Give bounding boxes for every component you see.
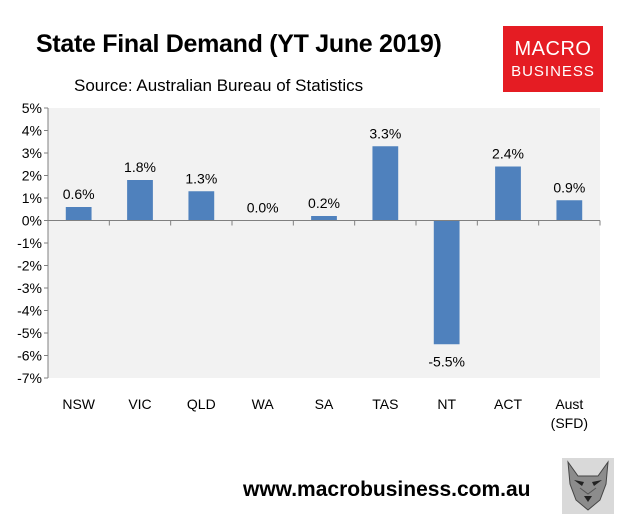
data-label: 0.2% bbox=[308, 195, 340, 211]
bar bbox=[372, 146, 399, 221]
x-tick-label: WA bbox=[252, 396, 275, 412]
x-tick-label: Aust (SFD) bbox=[551, 396, 588, 431]
bar bbox=[188, 191, 215, 221]
data-label: 0.0% bbox=[247, 200, 279, 216]
y-tick-label: -5% bbox=[17, 325, 42, 341]
x-tick-label: ACT bbox=[494, 396, 522, 412]
y-tick-label: 5% bbox=[22, 100, 42, 116]
y-tick-label: -6% bbox=[17, 348, 42, 364]
y-tick-label: 3% bbox=[22, 145, 42, 161]
data-label: 1.3% bbox=[185, 170, 217, 186]
data-label: 0.9% bbox=[553, 179, 585, 195]
bar bbox=[433, 220, 460, 345]
y-tick-label: 0% bbox=[22, 213, 42, 229]
wolf-head-icon bbox=[562, 458, 614, 514]
x-tick-label: TAS bbox=[372, 396, 398, 412]
y-tick-label: -7% bbox=[17, 370, 42, 386]
chart-subtitle: Source: Australian Bureau of Statistics bbox=[74, 76, 364, 95]
x-tick-label: NSW bbox=[62, 396, 95, 412]
y-tick-label: 2% bbox=[22, 168, 42, 184]
y-tick-label: -3% bbox=[17, 280, 42, 296]
bar bbox=[556, 200, 583, 221]
chart-title: State Final Demand (YT June 2019) bbox=[36, 30, 442, 58]
x-tick-label: NT bbox=[437, 396, 456, 412]
data-label: 1.8% bbox=[124, 159, 156, 175]
logo-line-2: BUSINESS bbox=[511, 63, 595, 80]
x-tick-label: SA bbox=[315, 396, 334, 412]
bar bbox=[495, 166, 521, 221]
bar bbox=[311, 216, 337, 221]
logo-line-1: MACRO bbox=[514, 38, 592, 60]
x-tick-label: QLD bbox=[187, 396, 216, 412]
y-tick-label: 1% bbox=[22, 190, 42, 206]
bar bbox=[127, 180, 153, 221]
y-tick-label: -2% bbox=[17, 258, 42, 274]
data-label: 3.3% bbox=[369, 125, 401, 141]
data-label: 0.6% bbox=[63, 186, 95, 202]
y-tick-label: -4% bbox=[17, 303, 42, 319]
data-label: 2.4% bbox=[492, 146, 524, 162]
macrobusiness-logo: MACRO BUSINESS bbox=[503, 26, 603, 92]
data-label: -5.5% bbox=[428, 353, 465, 369]
y-tick-label: 4% bbox=[22, 123, 42, 139]
plot-area bbox=[48, 108, 600, 378]
x-tick-label: VIC bbox=[128, 396, 151, 412]
website-url: www.macrobusiness.com.au bbox=[243, 478, 531, 501]
y-tick-label: -1% bbox=[17, 235, 42, 251]
bar bbox=[65, 207, 92, 221]
